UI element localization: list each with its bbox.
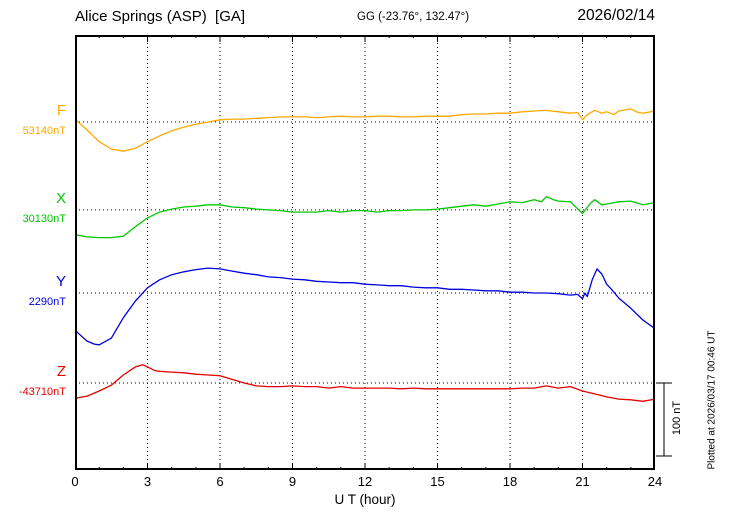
- x-tick-label-12: 12: [357, 474, 373, 489]
- trace-Y: [75, 267, 655, 346]
- scale-bar-label: 100 nT: [671, 400, 683, 436]
- series-label-X: X: [55, 189, 66, 207]
- x-tick-label-6: 6: [216, 474, 224, 489]
- plotted-at-note: Plotted at 2026/03/17 00:46 UT: [706, 330, 718, 470]
- plot-area: [75, 35, 655, 470]
- series-label-Z: Z: [56, 363, 66, 380]
- x-tick-label-0: 0: [71, 474, 79, 489]
- x-tick-label-3: 3: [143, 474, 152, 489]
- x-tick-label-18: 18: [502, 474, 518, 489]
- series-baseline-value-X: 30130nT: [22, 212, 66, 225]
- observation-date: 2026/02/14: [577, 7, 655, 24]
- geographic-coords: GG (-23.76°, 132.47°): [357, 11, 470, 23]
- x-tick-label-24: 24: [647, 474, 663, 489]
- series-label-Y: Y: [55, 272, 66, 290]
- station-title: Alice Springs (ASP) [GA]: [75, 8, 246, 25]
- trace-Z: [75, 364, 655, 402]
- series-baseline-value-F: 53140nT: [22, 125, 66, 137]
- trace-F: [75, 108, 655, 152]
- series-baseline-value-Y: 2290nT: [28, 295, 66, 308]
- x-tick-label-21: 21: [575, 474, 590, 489]
- x-tick-label-9: 9: [288, 474, 297, 489]
- series-baseline-value-Z: -43710nT: [18, 386, 66, 398]
- magnetogram-plot: [75, 35, 655, 470]
- series-label-F: F: [56, 102, 66, 119]
- x-tick-label-15: 15: [430, 474, 445, 489]
- x-axis-title: U T (hour): [334, 492, 396, 507]
- scale-bar-bracket: [656, 382, 672, 457]
- trace-X: [75, 196, 655, 239]
